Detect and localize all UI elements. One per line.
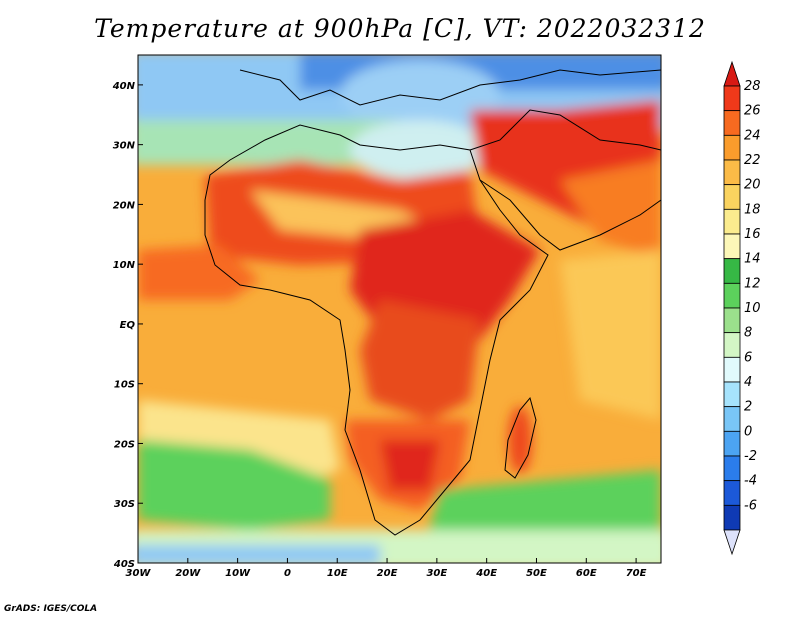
lon-tick-label: 0 bbox=[284, 568, 291, 579]
colorbar-label: 8 bbox=[744, 326, 752, 341]
colorbar-label: 20 bbox=[744, 178, 761, 193]
lon-tick-label: 10W bbox=[225, 568, 251, 579]
credit-text: GrADS: IGES/COLA bbox=[4, 604, 98, 614]
map-title: Temperature at 900hPa [C], VT: 202203231… bbox=[94, 14, 706, 43]
colorbar-segment bbox=[723, 184, 741, 210]
colorbar-segment bbox=[723, 332, 741, 358]
colorbar-label: 0 bbox=[744, 424, 752, 439]
colorbar-label: 18 bbox=[744, 202, 761, 217]
colorbar-label: 14 bbox=[744, 252, 761, 267]
longitude-axis: 30W 20W 10W 0 10E 20E 30E 40E 50E 60E 70E bbox=[126, 558, 647, 579]
madagascar-coastline bbox=[504, 396, 537, 479]
colorbar-label: 22 bbox=[744, 153, 761, 168]
arabia-coastline bbox=[469, 109, 661, 251]
colorbar-segment bbox=[723, 208, 741, 235]
lat-tick-label: 10S bbox=[114, 380, 135, 391]
colorbar-label: 2 bbox=[744, 400, 752, 415]
colorbar-segment bbox=[723, 134, 741, 161]
lon-tick-label: 30W bbox=[126, 568, 152, 579]
colorbar-bottom-triangle bbox=[723, 529, 741, 556]
colorbar-segment bbox=[723, 282, 741, 309]
colorbar-label: -6 bbox=[744, 498, 757, 513]
africa-coastline bbox=[204, 124, 549, 536]
lon-tick-label: 30E bbox=[426, 568, 447, 579]
colorbar-label: 6 bbox=[744, 350, 752, 365]
lon-tick-label: 20W bbox=[175, 568, 201, 579]
colorbar-label: 12 bbox=[744, 276, 761, 291]
lat-tick-label: 20S bbox=[114, 439, 135, 450]
lon-tick-label: 10E bbox=[327, 568, 348, 579]
colorbar-segment bbox=[723, 307, 741, 334]
colorbar-segment bbox=[723, 233, 741, 260]
colorbar-segment bbox=[723, 159, 741, 186]
colorbar-segment bbox=[723, 455, 741, 482]
colorbar-segment bbox=[723, 85, 741, 112]
colorbar-label: 26 bbox=[744, 104, 761, 119]
colorbar-segment bbox=[723, 504, 741, 531]
lat-tick-label: 40N bbox=[112, 81, 136, 92]
lon-tick-label: 20E bbox=[377, 568, 398, 579]
lat-tick-label: EQ bbox=[120, 320, 136, 331]
colorbar bbox=[723, 60, 741, 556]
lat-tick-label: 20N bbox=[113, 200, 136, 211]
latitude-axis: 40N 30N 20N 10N EQ 10S 20S 30S 40S bbox=[112, 81, 143, 570]
lat-tick-label: 40S bbox=[113, 559, 135, 570]
lon-tick-label: 40E bbox=[475, 568, 497, 579]
colorbar-segment bbox=[723, 406, 741, 432]
lon-tick-label: 60E bbox=[576, 568, 597, 579]
lat-tick-label: 30N bbox=[113, 141, 136, 152]
colorbar-label: 28 bbox=[744, 79, 761, 94]
colorbar-segment bbox=[723, 480, 741, 506]
lat-tick-label: 30S bbox=[114, 499, 135, 510]
plot-frame bbox=[137, 54, 662, 564]
europe-coastline bbox=[239, 69, 661, 106]
colorbar-segment bbox=[723, 381, 741, 408]
colorbar-label: -2 bbox=[744, 449, 757, 464]
lat-tick-label: 10N bbox=[113, 260, 136, 271]
temperature-field bbox=[138, 55, 661, 563]
colorbar-label: 4 bbox=[744, 375, 752, 390]
colorbar-label: 10 bbox=[744, 301, 761, 316]
colorbar-label: 16 bbox=[744, 227, 761, 242]
colorbar-segment bbox=[723, 356, 741, 383]
colorbar-top-triangle bbox=[723, 60, 741, 87]
colorbar-label: 24 bbox=[744, 128, 761, 143]
colorbar-segment bbox=[723, 110, 741, 136]
colorbar-segment bbox=[723, 258, 741, 284]
lon-tick-label: 70E bbox=[626, 568, 647, 579]
colorbar-segment bbox=[723, 430, 741, 457]
colorbar-label: -4 bbox=[744, 474, 757, 489]
lon-tick-label: 50E bbox=[526, 568, 547, 579]
